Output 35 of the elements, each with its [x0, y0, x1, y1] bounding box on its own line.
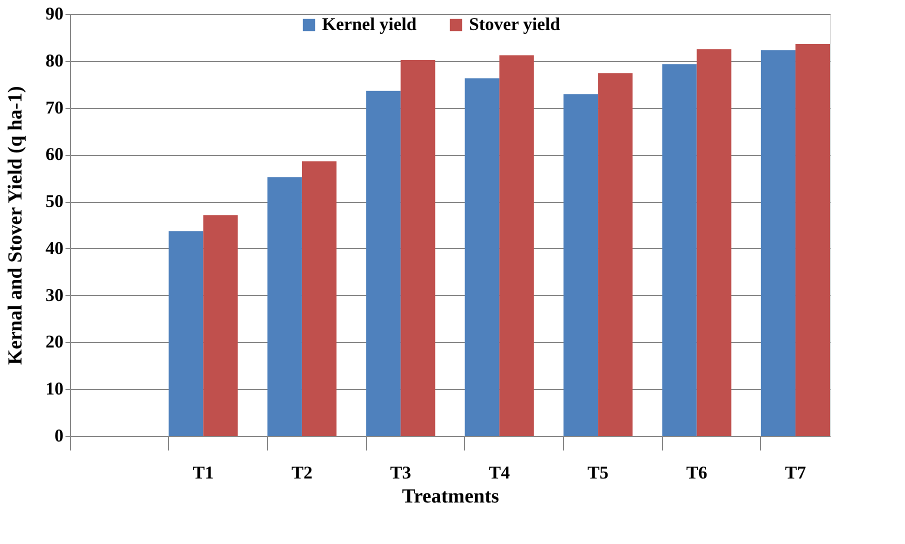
- x-tick-label: T4: [488, 462, 510, 482]
- x-tick-label: T3: [390, 462, 412, 482]
- x-tick-label: T7: [784, 462, 806, 482]
- y-axis-title: Kernal and Stover Yield (q ha-1): [4, 86, 26, 365]
- y-tick-label: 50: [46, 191, 64, 212]
- bar: [662, 64, 697, 436]
- y-tick-label: 70: [46, 97, 64, 118]
- bar: [564, 94, 598, 436]
- bar: [795, 44, 830, 436]
- bar: [366, 90, 401, 436]
- x-tick-label: T6: [686, 462, 708, 482]
- bar: [696, 49, 732, 436]
- bar: [267, 177, 302, 436]
- legend-label: Stover yield: [469, 14, 560, 34]
- y-tick-label: 20: [46, 332, 64, 352]
- legend-label: Kernel yield: [322, 14, 416, 34]
- bar: [203, 215, 238, 436]
- x-tick-label: T5: [588, 462, 609, 482]
- bar: [168, 231, 204, 436]
- bar: [400, 60, 436, 436]
- bar: [598, 73, 633, 436]
- x-tick-label: T2: [291, 462, 312, 482]
- x-tick-label: T1: [192, 462, 214, 482]
- bar: [302, 161, 336, 436]
- bar: [499, 55, 534, 436]
- y-tick-label: 90: [46, 4, 64, 24]
- x-axis-title: Treatments: [402, 486, 500, 508]
- y-tick-label: 80: [46, 50, 64, 70]
- bar: [760, 50, 796, 436]
- y-tick-label: 10: [46, 378, 64, 399]
- y-tick-label: 40: [46, 238, 64, 258]
- y-tick-label: 0: [54, 426, 64, 446]
- y-tick-label: 60: [46, 144, 64, 164]
- y-tick-label: 30: [46, 284, 64, 305]
- bar: [464, 78, 500, 436]
